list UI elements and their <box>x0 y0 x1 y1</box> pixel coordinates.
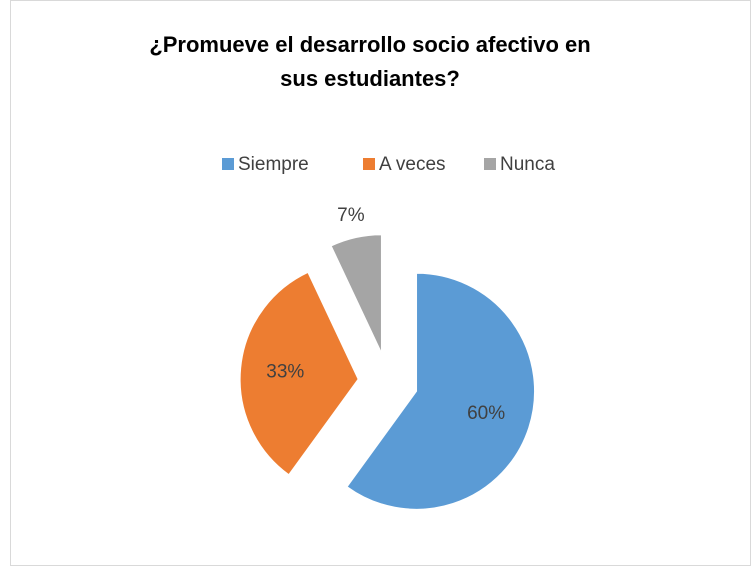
pie-slice <box>330 234 382 353</box>
legend-label: Nunca <box>500 154 555 175</box>
data-label: 60% <box>467 403 505 424</box>
pie-slice <box>239 271 359 476</box>
pie-slice <box>346 272 536 510</box>
legend-swatch <box>484 158 496 170</box>
chart-title: sus estudiantes? <box>280 66 460 91</box>
chart-title: ¿Promueve el desarrollo socio afectivo e… <box>149 32 590 57</box>
legend-label: A veces <box>379 154 446 175</box>
legend-swatch <box>222 158 234 170</box>
data-label: 33% <box>266 361 304 382</box>
legend-label: Siempre <box>238 154 309 175</box>
data-label: 7% <box>337 205 365 226</box>
legend-swatch <box>363 158 375 170</box>
